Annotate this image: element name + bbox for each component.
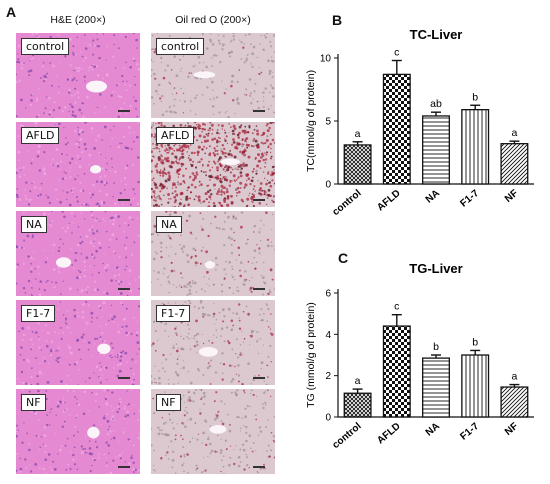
oil-red-column-title: Oil red O (200×) [175, 14, 251, 26]
scale-bar [118, 377, 130, 379]
micrograph-label: control [21, 38, 70, 55]
scale-bar [253, 288, 265, 290]
micrograph-label: F1-7 [21, 305, 56, 322]
central-vein [87, 426, 100, 439]
panel-label-b: B [332, 12, 343, 28]
micrograph-label: control [156, 38, 205, 55]
micrograph-label: NA [21, 216, 47, 233]
micrograph-label: F1-7 [156, 305, 191, 322]
central-vein [204, 260, 215, 269]
scale-bar [253, 110, 265, 112]
x-tick-label: control [330, 188, 363, 218]
x-tick-label: F1-7 [458, 188, 481, 210]
scale-bar [253, 199, 265, 201]
significance-letter: ab [430, 98, 442, 110]
y-tick-label: 0 [325, 180, 331, 191]
bar-nf [500, 386, 529, 418]
central-vein [56, 257, 72, 268]
scale-bar [118, 110, 130, 112]
y-axis-label: TG (mmol/g of protein) [305, 302, 317, 408]
scale-bar [118, 199, 130, 201]
bar-nf [500, 143, 529, 185]
x-tick-label: F1-7 [458, 421, 481, 443]
y-tick-label: 2 [325, 371, 331, 382]
bar-na [422, 115, 450, 185]
tg-liver-chart: TG-Liver TG (mmol/g of protein) 0 2 4 6 a contr… [305, 261, 534, 451]
scale-bar [118, 288, 130, 290]
central-vein [198, 347, 218, 357]
significance-letter: a [355, 128, 361, 140]
central-vein [86, 80, 107, 93]
y-axis-label: TC(mmol/g of protein) [305, 70, 317, 172]
significance-letter: c [394, 301, 399, 313]
significance-letter: b [472, 91, 478, 103]
oil-red-micrograph-nf: NF [151, 389, 275, 474]
oil-red-micrograph-afld: AFLD [151, 122, 275, 207]
x-tick-label: NF [503, 421, 520, 438]
panel-label-c: C [338, 250, 349, 266]
bar-afld [382, 325, 411, 418]
oil-red-micrograph-na: NA [151, 211, 275, 296]
bar-afld [382, 73, 411, 185]
tc-liver-chart: TC-Liver TC(mmol/g of protein) 0 5 10 a contro… [305, 27, 534, 218]
bar-f1-7 [461, 109, 490, 185]
central-vein [193, 71, 216, 79]
y-tick-label: 5 [325, 117, 331, 128]
central-vein [97, 343, 111, 354]
he-micrograph-afld: AFLD [16, 122, 140, 207]
oil-red-micrograph-f1-7: F1-7 [151, 300, 275, 385]
bar-na [422, 357, 450, 418]
he-column-title: H&E (200×) [50, 14, 106, 26]
micrograph-label: NA [156, 216, 182, 233]
micrograph-label: AFLD [156, 127, 195, 144]
x-tick-label: NA [424, 188, 442, 206]
x-tick-label: control [330, 421, 363, 451]
scale-bar [118, 466, 130, 468]
x-tick-label: AFLD [375, 188, 403, 214]
significance-letter: a [355, 375, 361, 387]
significance-letter: c [394, 47, 399, 59]
central-vein [209, 425, 227, 434]
x-tick-label: NA [424, 421, 442, 439]
scale-bar [253, 377, 265, 379]
micrograph-label: AFLD [21, 127, 60, 144]
bar-f1-7 [461, 354, 490, 418]
bar-control [343, 392, 372, 418]
scale-bar [253, 466, 265, 468]
significance-letter: b [472, 336, 478, 348]
bar-control [343, 144, 372, 185]
chart-title: TC-Liver [410, 27, 463, 42]
panel-label-a: A [6, 4, 17, 20]
he-micrograph-control: control [16, 33, 140, 118]
central-vein [220, 158, 240, 166]
y-tick-label: 6 [325, 289, 331, 300]
y-tick-label: 4 [325, 330, 331, 341]
significance-letter: b [433, 341, 439, 353]
significance-letter: a [511, 127, 517, 139]
he-micrograph-f1-7: F1-7 [16, 300, 140, 385]
oil-red-micrograph-control: control [151, 33, 275, 118]
x-tick-label: AFLD [375, 421, 403, 447]
significance-letter: a [511, 371, 517, 383]
he-micrograph-nf: NF [16, 389, 140, 474]
chart-title: TG-Liver [409, 261, 462, 276]
y-tick-label: 0 [325, 413, 331, 424]
micrograph-label: NF [21, 394, 46, 411]
y-tick-label: 10 [320, 54, 332, 65]
micrograph-label: NF [156, 394, 181, 411]
x-tick-label: NF [503, 188, 520, 205]
central-vein [90, 165, 102, 174]
he-micrograph-na: NA [16, 211, 140, 296]
